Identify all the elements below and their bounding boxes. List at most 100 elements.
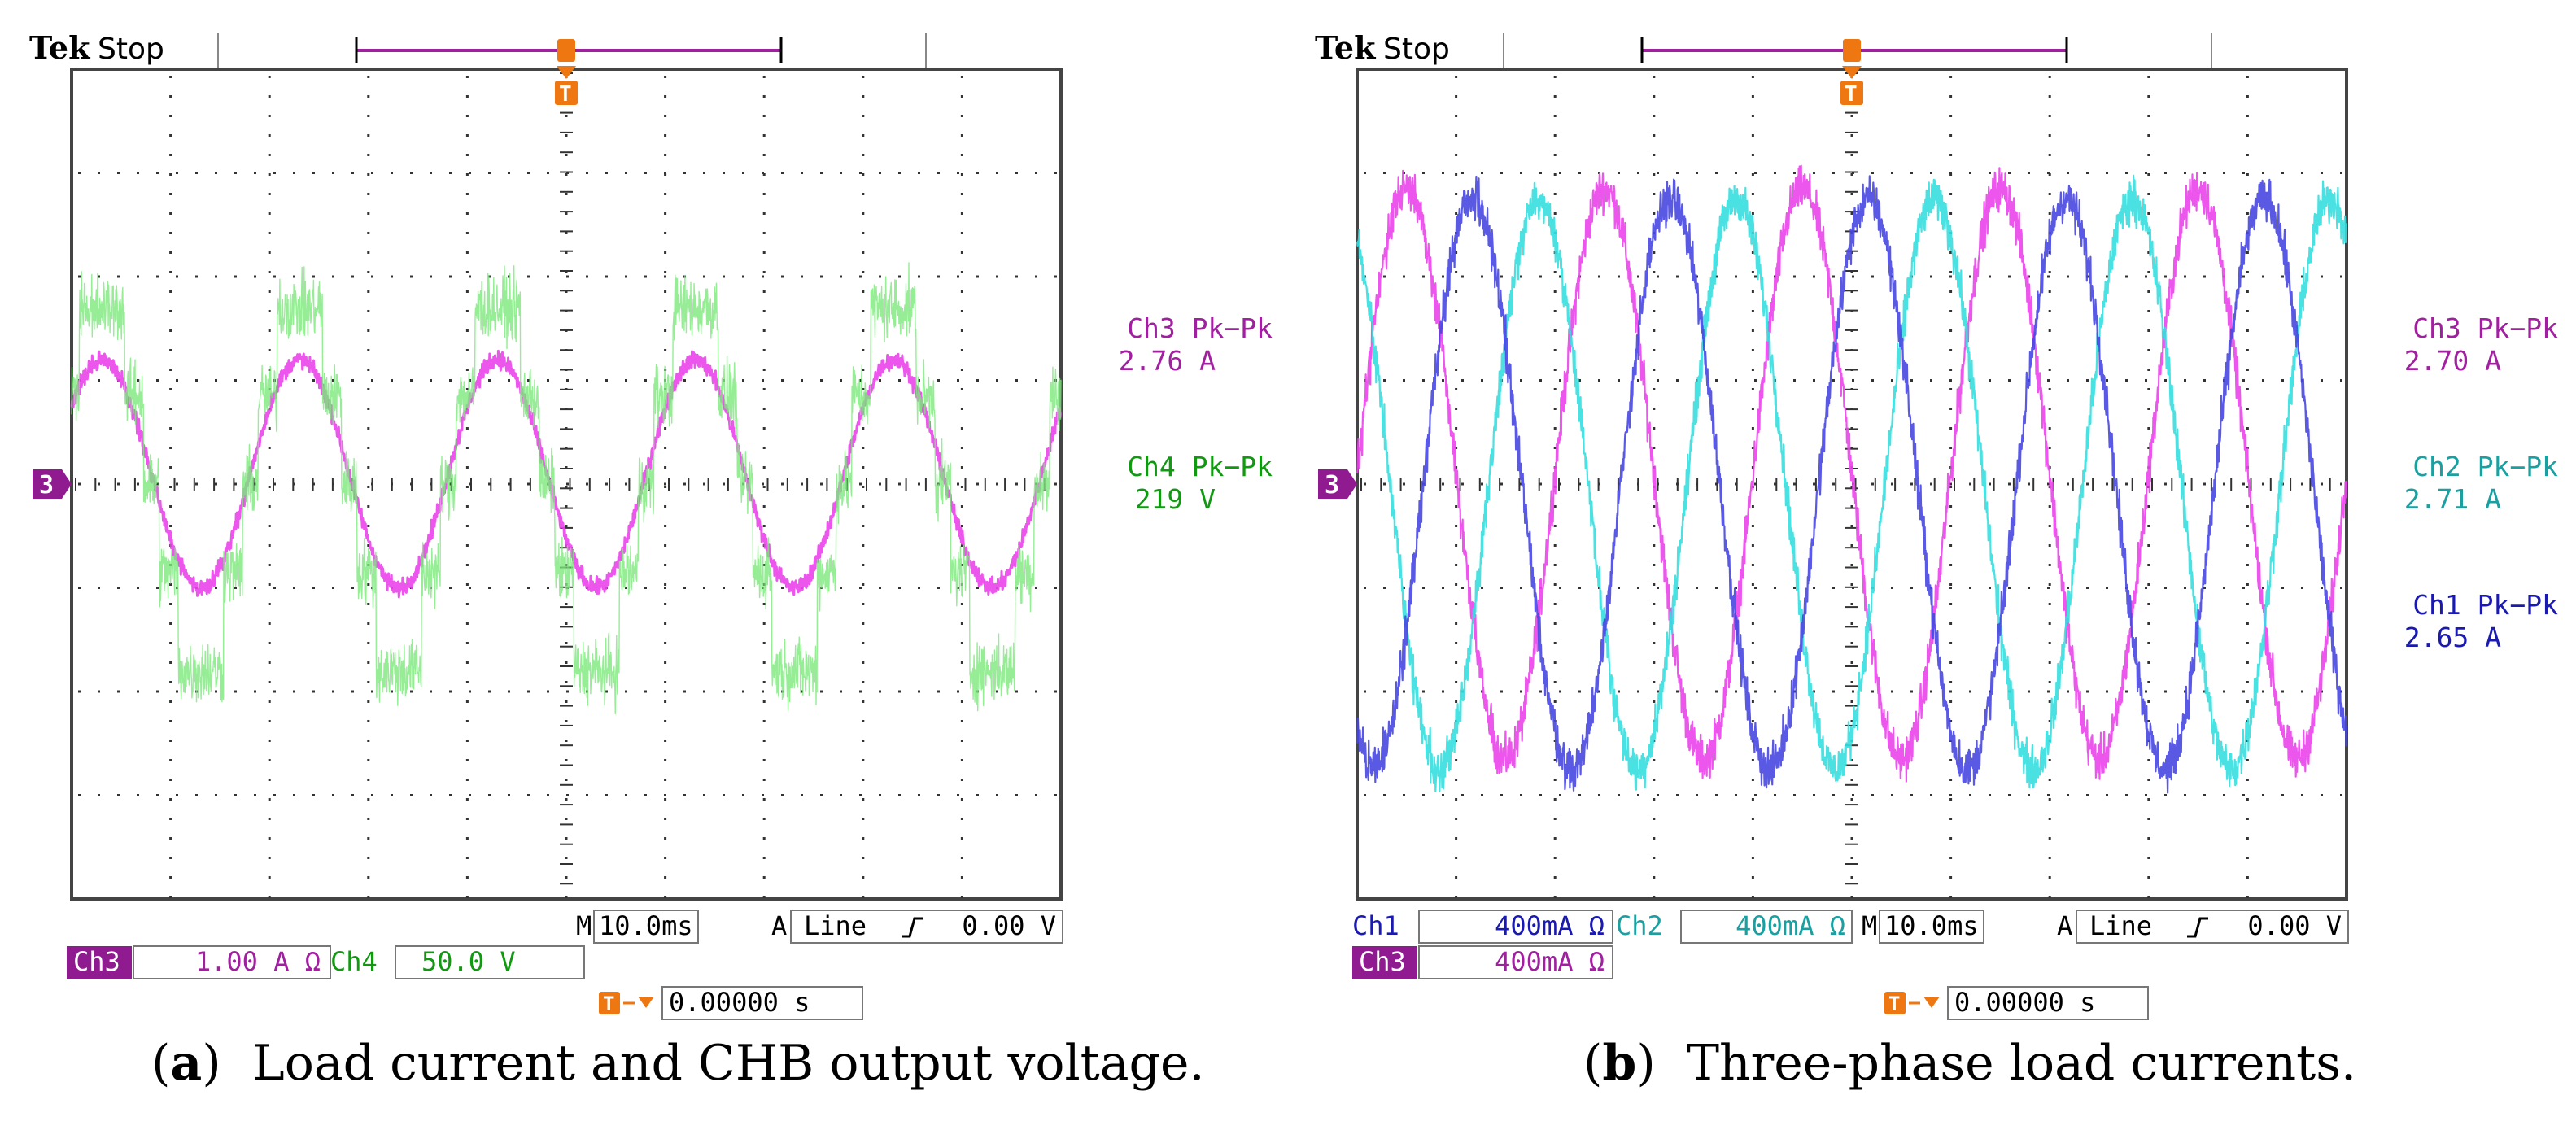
grid-dot — [1891, 379, 1893, 382]
grid-dot — [762, 115, 766, 117]
ground-marker-badge — [33, 469, 72, 499]
grid-dot — [1949, 525, 1953, 527]
grid-dot — [268, 837, 271, 840]
grid-dot — [169, 779, 172, 781]
ground-marker-ch3: 3 — [1318, 469, 1357, 500]
grid-dot — [683, 794, 686, 796]
grid-dot — [465, 896, 469, 898]
grid-dot — [488, 690, 491, 693]
grid-dot — [195, 172, 198, 174]
grid-dot — [1422, 690, 1425, 693]
grid-dot — [1949, 759, 1953, 761]
grid-dot — [1969, 172, 1971, 174]
grid-dot — [605, 275, 608, 278]
grid-dot — [918, 587, 920, 589]
grid-dot — [1949, 896, 1953, 898]
grid-dot — [996, 379, 998, 382]
grid-dot — [762, 369, 766, 371]
grid-dot — [2147, 388, 2150, 390]
grid-dot — [156, 690, 159, 693]
grid-dot — [268, 329, 271, 332]
grid-dot — [527, 690, 530, 693]
grid-dot — [644, 690, 647, 693]
grid-dot — [2242, 690, 2245, 693]
grid-dot — [2203, 690, 2206, 693]
grid-dot — [2048, 700, 2051, 703]
grid-dot — [1455, 154, 1458, 156]
grid-dot — [195, 794, 198, 796]
grid-dot — [1891, 794, 1893, 796]
grid-dot — [1735, 690, 1737, 693]
grid-dot — [508, 482, 510, 486]
grid-dot — [312, 587, 315, 589]
grid-dot — [565, 232, 568, 234]
grid-dot — [156, 379, 159, 382]
grid-dot — [1054, 275, 1057, 278]
grid-dot — [1481, 587, 1483, 589]
grid-dot — [960, 447, 963, 449]
grid-dot — [2028, 690, 2030, 693]
grid-dot — [742, 587, 744, 589]
grid-dot — [2048, 681, 2051, 683]
grid-dot — [371, 275, 373, 278]
grid-dot — [1850, 505, 1853, 508]
grid-dot — [1751, 564, 1754, 566]
grid-dot — [1754, 275, 1757, 278]
grid-dot — [762, 466, 766, 469]
grid-dot — [195, 275, 198, 278]
ch4-scale: 50.0 V — [421, 946, 516, 977]
grid-dot — [862, 896, 865, 898]
grid-dot — [1850, 818, 1853, 820]
grid-dot — [762, 525, 766, 527]
grid-dot — [762, 232, 766, 234]
timebase-letter: M — [1862, 910, 1877, 941]
grid-dot — [508, 379, 510, 382]
grid-dot — [2147, 76, 2150, 78]
grid-dot — [1559, 794, 1561, 796]
grid-dot — [1751, 603, 1754, 605]
grid-dot — [465, 310, 469, 312]
grid-dot — [1553, 310, 1557, 312]
grid-dot — [664, 290, 667, 293]
grid-dot — [430, 690, 432, 693]
grid-dot — [2147, 447, 2150, 449]
grid-dot — [1949, 329, 1953, 332]
ground-marker-label: 3 — [1325, 471, 1339, 500]
grid-dot — [565, 876, 568, 879]
grid-dot — [937, 794, 940, 796]
grid-dot — [312, 690, 315, 693]
grid-dot — [1455, 212, 1458, 215]
grid-dot — [1403, 690, 1405, 693]
grid-dot — [2246, 798, 2249, 801]
grid-dot — [1455, 622, 1458, 625]
grid-dot — [2184, 379, 2186, 382]
grid-dot — [762, 622, 766, 625]
grid-dot — [1035, 172, 1037, 174]
grid-dot — [1793, 587, 1796, 589]
grid-dot — [862, 466, 865, 469]
grid-dot — [273, 275, 276, 278]
grid-dot — [1015, 172, 1018, 174]
grid-dot — [465, 76, 469, 78]
grid-dot — [465, 759, 469, 761]
grid-dot — [1696, 172, 1698, 174]
grid-dot — [2067, 587, 2069, 589]
grid-dot — [1949, 212, 1953, 215]
grid-dot — [465, 622, 469, 625]
grid-dot — [1520, 172, 1522, 174]
grid-dot — [2125, 794, 2128, 796]
grid-dot — [820, 379, 823, 382]
ch3-badge — [1352, 946, 1417, 979]
grid-dot — [840, 172, 842, 174]
grid-dot — [215, 275, 217, 278]
grid-dot — [293, 379, 295, 382]
grid-dot — [2281, 794, 2284, 796]
grid-dot — [2262, 172, 2264, 174]
grid-dot — [2028, 482, 2030, 486]
grid-dot — [1676, 172, 1679, 174]
ground-marker-ch3: 3 — [33, 469, 72, 500]
grid-dot — [2301, 690, 2303, 693]
grid-dot — [2301, 794, 2303, 796]
grid-dot — [2147, 720, 2150, 722]
